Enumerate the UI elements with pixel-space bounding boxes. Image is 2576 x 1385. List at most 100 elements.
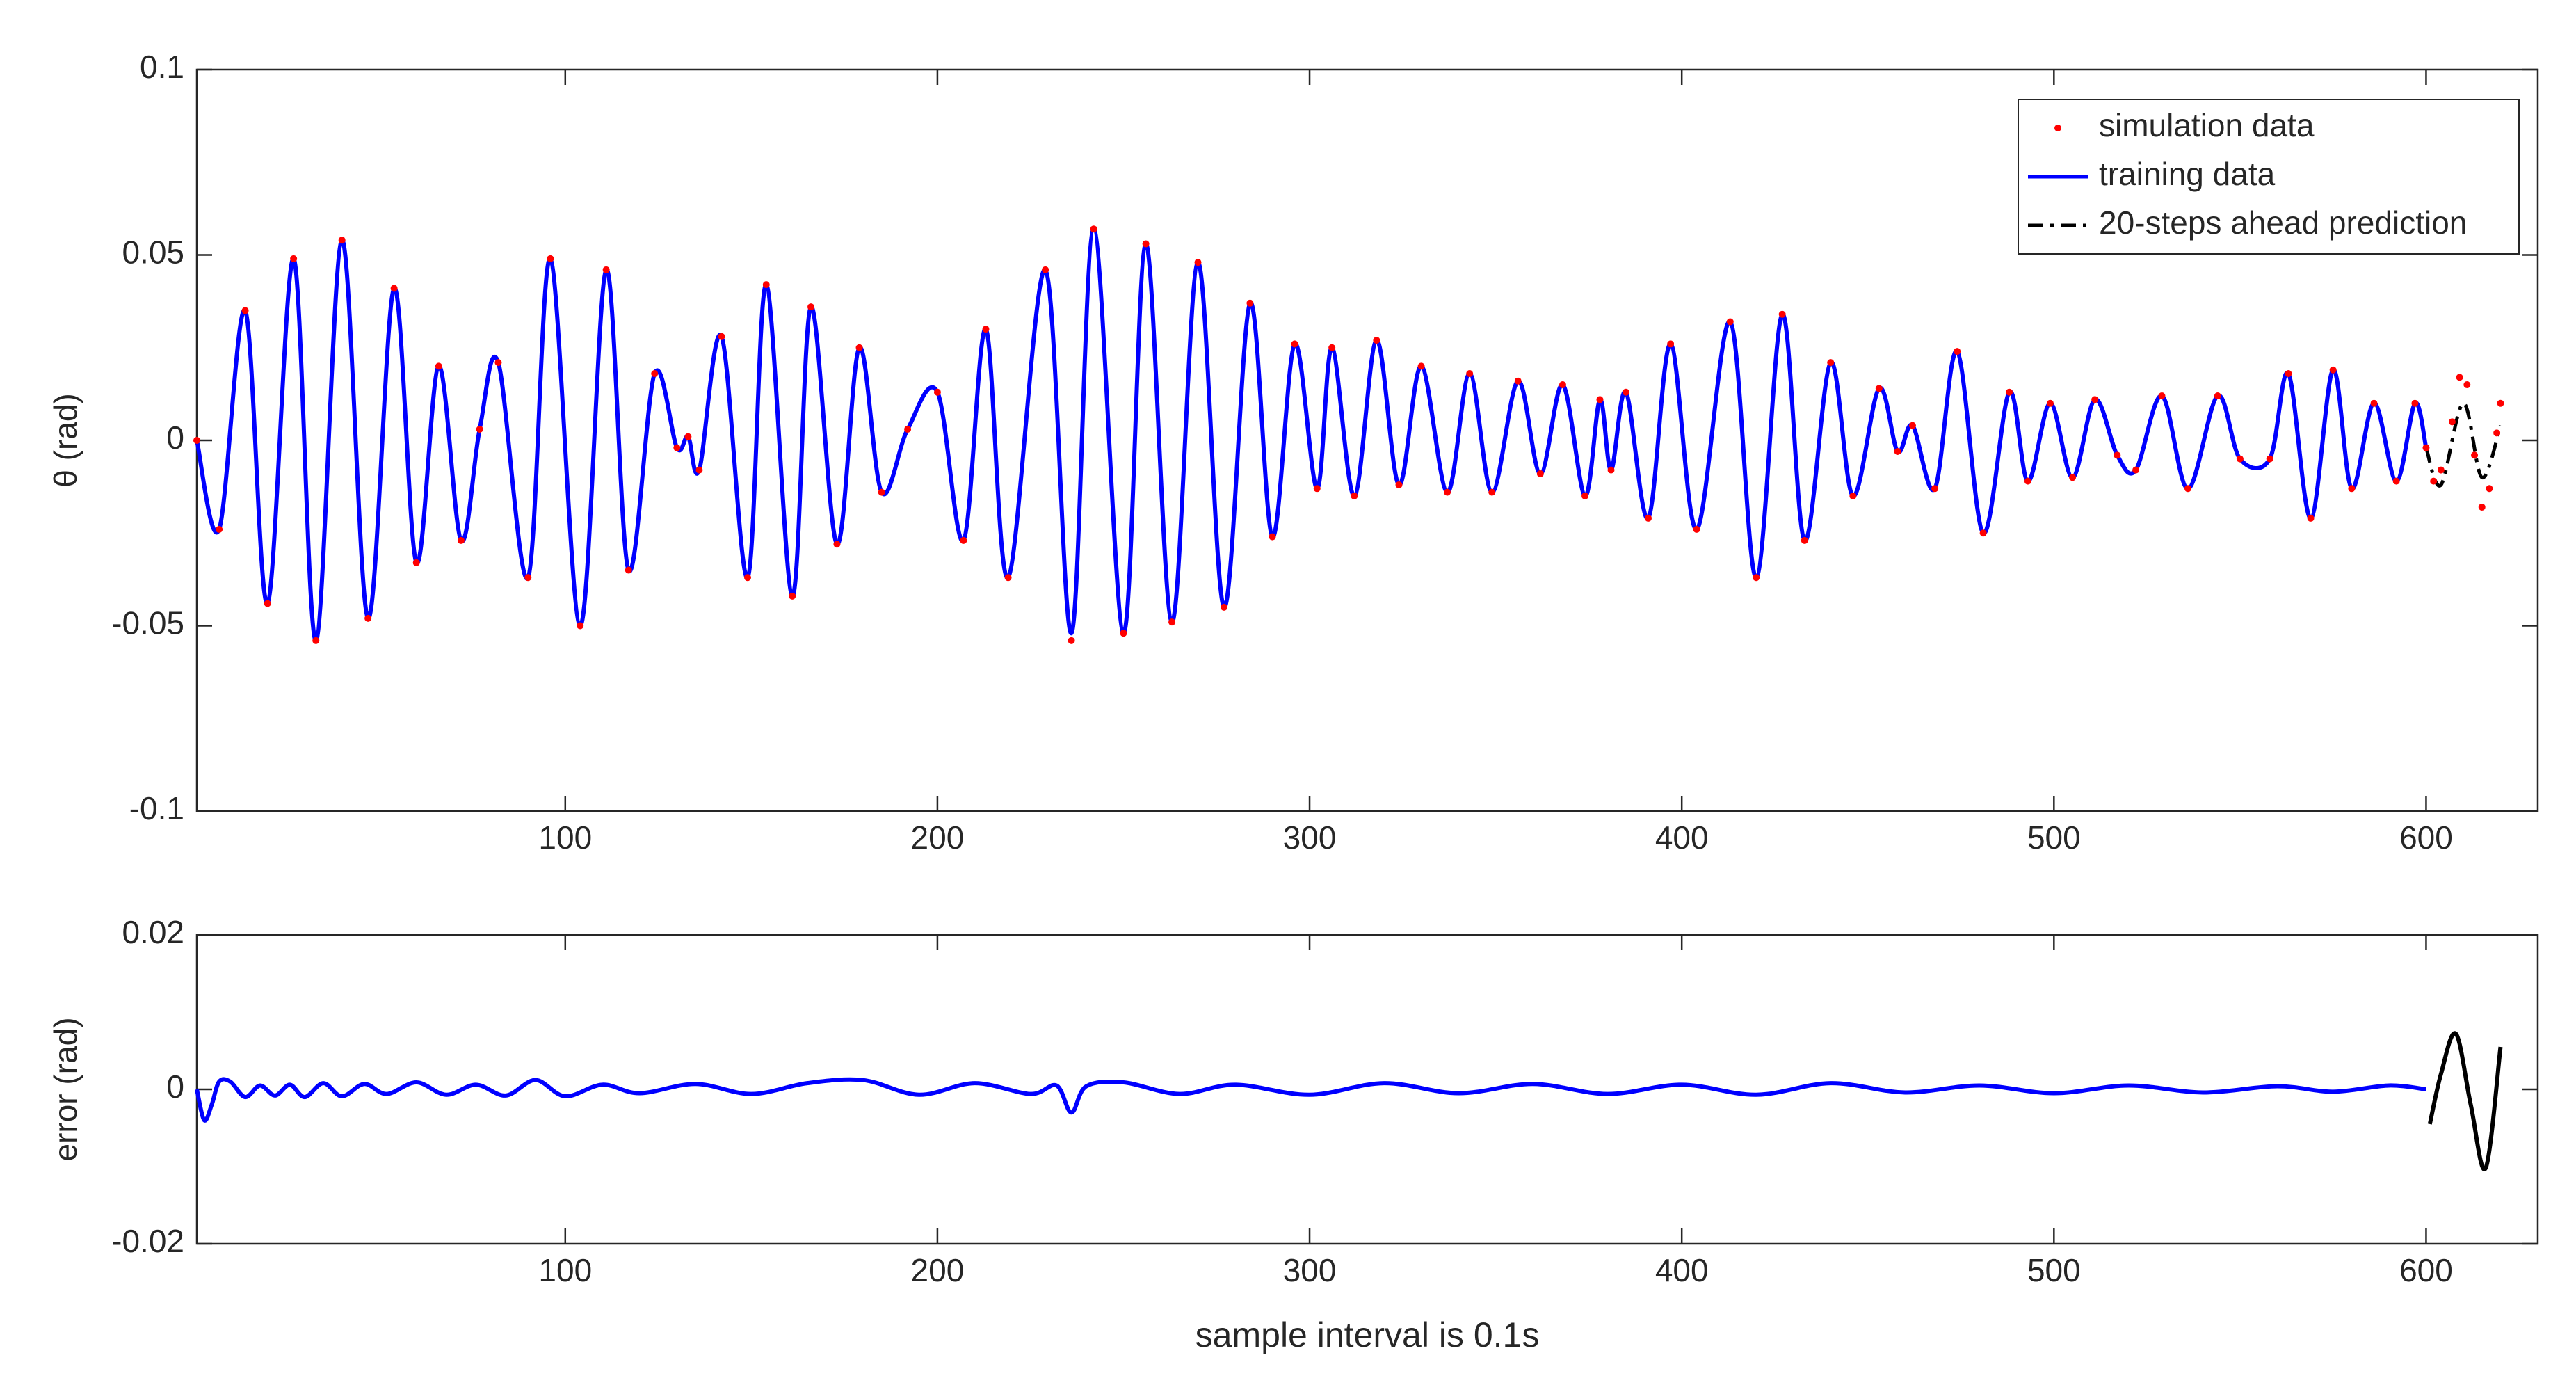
data-point (1313, 485, 1321, 493)
data-point (744, 574, 751, 582)
data-point (2486, 485, 2493, 493)
data-point (2493, 429, 2501, 437)
data-point (1514, 377, 1522, 385)
data-point (2046, 399, 2054, 407)
data-point (789, 592, 796, 600)
data-point (1693, 525, 1700, 533)
data-point (1194, 259, 1202, 266)
data-point (2069, 474, 2077, 481)
y-tick-label: -0.02 (111, 1223, 184, 1259)
data-point (547, 255, 554, 262)
data-point (494, 359, 502, 367)
data-point (1954, 348, 1961, 355)
x-tick-label: 200 (911, 1252, 965, 1288)
data-point (1417, 362, 1425, 370)
data-point (1581, 492, 1589, 499)
y-axis-label: θ (rad) (47, 393, 83, 487)
data-point (1168, 618, 1176, 626)
data-point (264, 600, 271, 607)
data-point (695, 466, 703, 474)
legend-label: training data (2099, 156, 2276, 192)
data-point (2006, 388, 2013, 396)
data-point (476, 426, 483, 433)
data-point (2370, 399, 2378, 407)
data-point (904, 426, 912, 433)
data-point (1894, 447, 1901, 455)
data-point (1269, 533, 1276, 541)
data-point (2430, 477, 2438, 485)
data-point (1042, 266, 1049, 273)
data-point (833, 541, 841, 548)
x-tick-label: 500 (2027, 1252, 2081, 1288)
data-point (412, 559, 420, 566)
data-point (1068, 637, 1075, 644)
data-point (338, 237, 346, 244)
x-tick-label: 600 (2399, 1252, 2453, 1288)
data-point (625, 566, 632, 574)
data-point (193, 437, 200, 444)
data-point (1536, 470, 1544, 477)
data-point (1090, 225, 1097, 233)
data-point (2392, 477, 2400, 485)
y-tick-label: 0 (166, 1068, 184, 1105)
x-axis-label: sample interval is 0.1s (1196, 1315, 1540, 1354)
x-tick-label: 500 (2027, 819, 2081, 856)
data-point (2348, 485, 2356, 493)
x-tick-label: 600 (2399, 819, 2453, 856)
y-tick-label: 0.1 (140, 49, 184, 85)
data-point (1596, 396, 1604, 403)
legend-swatch (2054, 125, 2061, 131)
y-axis-label: error (rad) (47, 1017, 83, 1161)
data-point (807, 303, 814, 311)
data-point (1120, 630, 1127, 637)
data-point (2132, 466, 2140, 474)
data-point (2411, 399, 2419, 407)
data-point (2114, 451, 2121, 459)
data-point (1778, 310, 1786, 318)
data-point (855, 344, 863, 351)
data-point (2024, 477, 2031, 485)
data-point (1373, 337, 1380, 344)
data-point (2448, 418, 2456, 426)
data-point (1908, 422, 1916, 429)
data-point (2266, 455, 2273, 463)
data-point (2437, 466, 2445, 474)
data-point (2214, 392, 2221, 400)
data-point (577, 622, 584, 630)
data-point (2463, 381, 2471, 389)
data-point (1466, 370, 1474, 378)
data-point (1875, 385, 1883, 392)
data-point (718, 333, 725, 340)
x-tick-label: 100 (538, 1252, 592, 1288)
data-point (1753, 574, 1760, 582)
data-point (878, 488, 885, 496)
data-point (1827, 359, 1835, 367)
data-point (2329, 366, 2337, 374)
legend-label: simulation data (2099, 107, 2315, 143)
data-point (216, 525, 223, 533)
data-point (1622, 388, 1629, 396)
x-tick-label: 400 (1655, 1252, 1709, 1288)
data-point (982, 326, 990, 333)
data-point (1488, 488, 1496, 496)
data-point (435, 362, 442, 370)
x-tick-label: 200 (911, 819, 965, 856)
x-tick-label: 300 (1283, 1252, 1337, 1288)
data-point (1351, 492, 1358, 499)
data-point (1979, 529, 1987, 537)
data-point (1559, 381, 1566, 389)
data-point (960, 536, 967, 544)
data-point (2456, 374, 2463, 381)
data-point (457, 536, 465, 544)
data-point (2478, 503, 2486, 511)
data-line (2427, 1031, 2503, 1171)
data-point (602, 266, 610, 273)
data-point (1726, 318, 1734, 326)
data-point (1291, 340, 1298, 348)
data-point (1004, 574, 1012, 582)
data-point (1142, 240, 1150, 248)
data-point (1645, 514, 1652, 522)
y-tick-label: 0.02 (122, 914, 184, 950)
data-point (2471, 451, 2479, 459)
